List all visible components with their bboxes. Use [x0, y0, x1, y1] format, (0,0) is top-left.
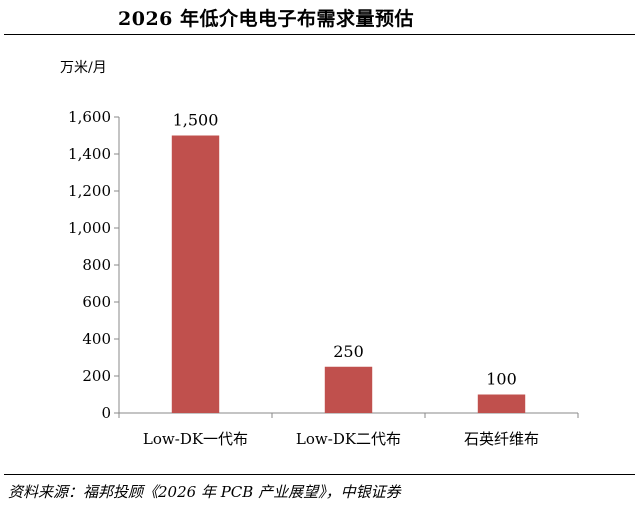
y-tick-label: 200: [82, 367, 111, 385]
data-label: 100: [486, 370, 517, 389]
y-tick-label: 1,200: [68, 182, 111, 200]
chart-title: 2026 年低介电电子布需求量预估: [118, 8, 414, 30]
bar: [171, 135, 220, 413]
y-tick-label: 800: [82, 256, 111, 274]
data-label: 250: [333, 342, 364, 361]
x-category-label: Low-DK二代布: [296, 430, 401, 448]
y-tick-label: 1,600: [68, 108, 111, 126]
y-axis-unit-label: 万米/月: [60, 60, 107, 76]
bar-chart: 万米/月 0 200 400 600 800 1,000 1,200 1,400 1,600 L…: [60, 60, 579, 448]
title-divider: [4, 34, 635, 35]
y-tick-label: 1,400: [68, 145, 111, 163]
y-tick-label: 600: [82, 293, 111, 311]
bar: [324, 366, 373, 413]
y-axis: 0 200 400 600 800 1,000 1,200 1,400 1,600: [68, 108, 120, 422]
x-axis: Low-DK一代布 Low-DK二代布 石英纤维布: [118, 412, 579, 448]
y-tick-label: 1,000: [68, 219, 111, 237]
source-note: 资料来源：福邦投顾《2026 年 PCB 产业展望》，中银证券: [8, 483, 401, 501]
x-category-label: Low-DK一代布: [143, 430, 248, 448]
bar: [477, 394, 526, 413]
y-tick-label: 0: [101, 404, 111, 422]
bar-series: 1,500 250 100: [171, 111, 526, 413]
x-category-label: 石英纤维布: [464, 430, 539, 448]
y-tick-label: 400: [82, 330, 111, 348]
source-divider: [4, 474, 635, 475]
data-label: 1,500: [173, 111, 219, 130]
